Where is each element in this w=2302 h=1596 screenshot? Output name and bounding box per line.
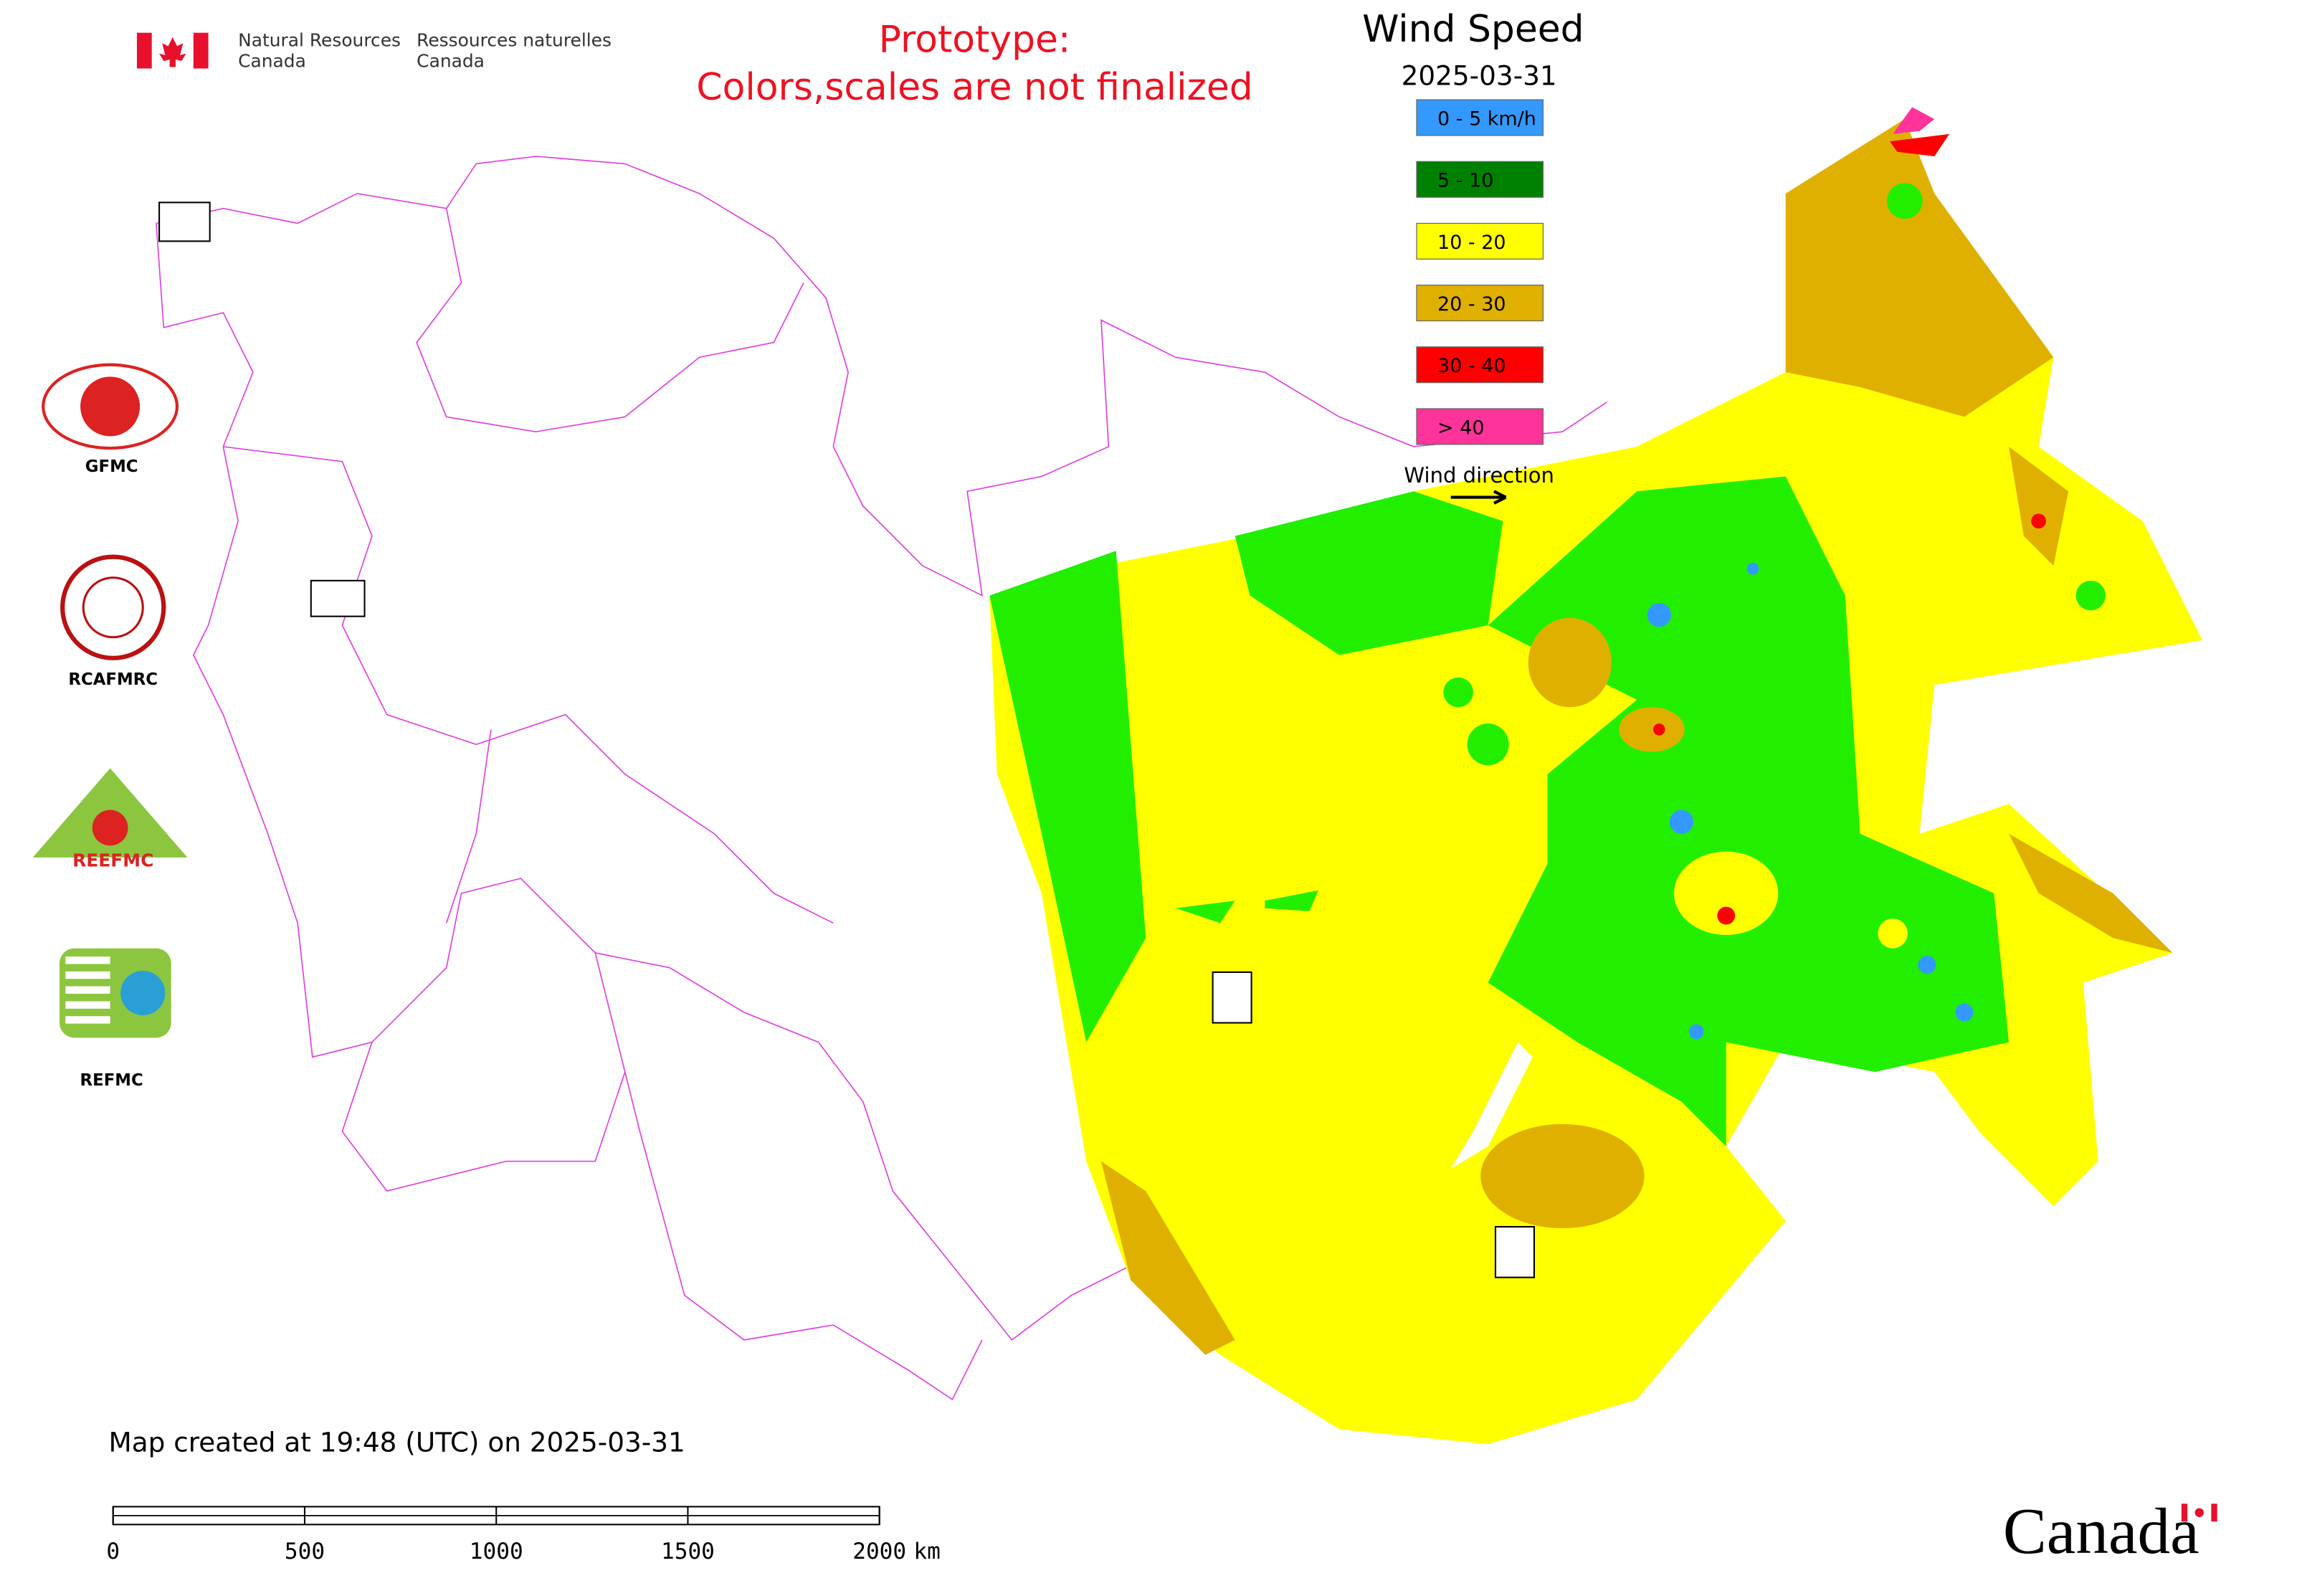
wind-zone [1878,918,1908,949]
wind-zone [1175,890,1319,923]
wind-zone [1918,956,1936,974]
logo-gfmc [42,363,179,450]
legend-label: > 40 [1437,417,1484,439]
wind-zone [1893,107,1935,134]
agency-en: Natural Resources [238,29,401,50]
logo-marker [1212,971,1252,1024]
logo-label: GFMC [85,457,138,476]
logo-marker [1494,1225,1536,1278]
wind-zone [2075,580,2106,611]
wind-zone [1717,906,1736,925]
legend-swatch [1416,285,1544,322]
wind-zone [1100,1161,1235,1355]
wind-zone [1647,602,1671,627]
wind-zone [1669,809,1694,834]
logo-rcafmrc [60,554,166,660]
scale-label: 1500 [661,1539,715,1564]
scale-label: 2000 [852,1539,906,1564]
scale-label: 0 [106,1539,120,1564]
scale-unit: km [913,1539,940,1564]
wind-zone [1619,707,1685,752]
wind-zone [1480,1124,1645,1229]
logo-marker [158,201,211,242]
wind-zone [1890,133,1950,157]
wind-zone [1674,851,1779,936]
scale-label: 500 [285,1539,325,1564]
logo-label: REEFMC [72,850,153,871]
agency-en: Canada [238,50,306,71]
legend-swatch [1416,346,1544,384]
scale-bar: 0 500 1000 1500 2000 km [106,1506,941,1564]
wordmark-flag [2181,1504,2217,1522]
wind-zone [1467,723,1509,766]
wind-zone [1653,723,1665,736]
wind-zone [1785,119,2054,417]
legend-label: 0 - 5 km/h [1437,108,1536,130]
legend-title: Wind Speed [1362,8,1584,51]
created-note: Map created at 19:48 (UTC) on 2025-03-31 [109,1427,685,1458]
wind-zone [2031,513,2046,529]
wind-zone [1955,1003,1974,1022]
wind-zone [1886,183,1923,219]
wind-direction-label: Wind direction [1404,463,1554,488]
wind-zone [1488,476,2010,1146]
logo-label: RCAFMRC [68,670,158,689]
canada-wordmark: Canada [2003,1495,2199,1567]
wind-zone [2009,833,2173,953]
legend-label: 20 - 30 [1437,293,1506,315]
scale-label: 1000 [470,1539,523,1564]
legend-label: 10 - 20 [1437,232,1506,254]
wind-zone [989,551,1146,1042]
logo-refmc [60,948,171,1038]
agency-fr: Ressources naturelles [417,29,612,50]
legend: 0 - 5 km/h 5 - 10 10 - 20 20 - 30 30 - 40 > 4… [1416,99,1544,445]
agency-fr: Canada [417,50,485,71]
wind-zone [1528,617,1612,708]
notice: Colors,scales are not finalized [696,66,1252,109]
legend-date: 2025-03-31 [1402,60,1557,91]
wind-zone [1235,491,1503,655]
legend-swatch [1416,161,1544,198]
country-outlines [156,156,1608,1401]
logo-marker [310,579,366,617]
wind-zone [1746,562,1759,575]
legend-label: 30 - 40 [1437,355,1506,377]
legend-label: 5 - 10 [1437,170,1493,192]
notice: Prototype: [879,19,1071,62]
wind-arrow [1450,490,1507,505]
legend-swatch [1416,408,1544,445]
logo-reefmc [32,768,188,858]
legend-swatch [1416,99,1544,136]
wind-zone [2009,446,2069,566]
wind-zone [1443,677,1473,708]
logo-label: REFMC [80,1071,143,1090]
canada-flag [136,32,209,69]
wind-field [989,107,2202,1445]
legend-swatch [1416,222,1544,260]
wind-zone [1688,1024,1704,1040]
